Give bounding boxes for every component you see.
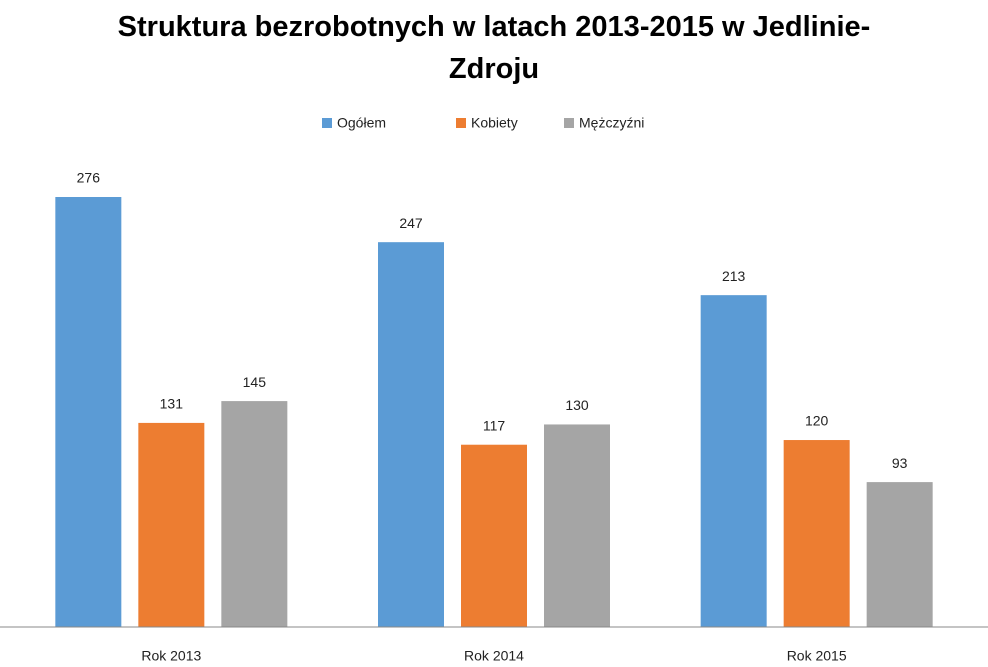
bar xyxy=(461,444,527,627)
bar xyxy=(700,295,767,627)
bar xyxy=(783,440,850,627)
legend-swatch xyxy=(322,118,332,128)
data-label: 145 xyxy=(243,374,267,390)
legend-label: Kobiety xyxy=(471,115,518,131)
bar xyxy=(866,482,933,627)
data-label: 213 xyxy=(722,268,746,284)
data-label: 93 xyxy=(892,455,908,471)
legend-swatch xyxy=(564,118,574,128)
data-label: 131 xyxy=(160,396,184,412)
legend-label: Mężczyźni xyxy=(579,115,644,131)
bar xyxy=(378,242,444,627)
x-tick-label: Rok 2014 xyxy=(464,648,524,664)
chart-title: Struktura bezrobotnych w latach 2013-201… xyxy=(117,11,871,85)
bar xyxy=(55,197,122,627)
bar xyxy=(544,424,610,627)
legend-swatch xyxy=(456,118,466,128)
x-tick-label: Rok 2013 xyxy=(141,648,201,664)
bar xyxy=(221,401,288,627)
data-label: 117 xyxy=(483,417,506,433)
data-label: 120 xyxy=(805,413,829,429)
x-tick-label: Rok 2015 xyxy=(787,648,847,664)
legend-label: Ogółem xyxy=(337,115,386,131)
data-label: 130 xyxy=(565,397,589,413)
data-label: 276 xyxy=(77,170,101,186)
data-label: 247 xyxy=(399,215,423,231)
bar xyxy=(138,422,205,627)
